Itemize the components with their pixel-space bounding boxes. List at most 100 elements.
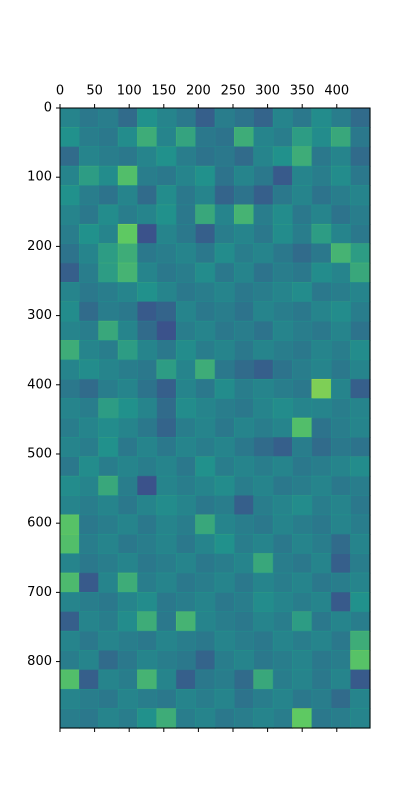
tile bbox=[234, 340, 255, 361]
tile bbox=[234, 146, 255, 167]
tile bbox=[59, 514, 80, 535]
tile bbox=[175, 320, 197, 342]
tile bbox=[253, 495, 274, 516]
tile bbox=[117, 146, 139, 167]
tile bbox=[253, 611, 274, 632]
tile bbox=[234, 185, 255, 206]
tile bbox=[59, 243, 80, 264]
tile bbox=[350, 495, 371, 516]
tile bbox=[350, 611, 371, 632]
tile bbox=[214, 107, 235, 128]
tile bbox=[272, 708, 294, 729]
tile bbox=[156, 223, 177, 245]
tile bbox=[292, 223, 313, 245]
tile bbox=[292, 650, 313, 671]
tile bbox=[98, 165, 119, 187]
tile bbox=[98, 320, 119, 342]
tile bbox=[175, 340, 197, 361]
tile bbox=[137, 514, 158, 535]
tile bbox=[234, 630, 255, 652]
tile bbox=[117, 185, 139, 206]
tile bbox=[311, 514, 332, 535]
tile bbox=[79, 398, 100, 419]
tile bbox=[253, 650, 274, 671]
tile bbox=[253, 514, 274, 535]
tile bbox=[156, 340, 177, 361]
tile bbox=[214, 553, 235, 574]
tile bbox=[175, 107, 197, 128]
tile bbox=[156, 398, 177, 419]
tile bbox=[311, 708, 332, 729]
tile bbox=[175, 688, 197, 710]
tile bbox=[117, 165, 139, 187]
tile bbox=[79, 495, 100, 516]
tile bbox=[195, 282, 216, 303]
tile bbox=[350, 688, 371, 710]
tile bbox=[137, 378, 158, 400]
tile bbox=[272, 107, 294, 128]
tile bbox=[234, 127, 255, 148]
tile bbox=[311, 669, 332, 690]
tile bbox=[292, 533, 313, 555]
y-tick-label: 400 bbox=[27, 377, 52, 392]
tile bbox=[350, 127, 371, 148]
tile bbox=[350, 320, 371, 342]
tile bbox=[59, 204, 80, 225]
tile bbox=[156, 262, 177, 283]
tile bbox=[311, 243, 332, 264]
tile bbox=[175, 708, 197, 729]
tile bbox=[253, 223, 274, 245]
tile bbox=[292, 320, 313, 342]
tile bbox=[137, 223, 158, 245]
tile bbox=[195, 592, 216, 613]
tile bbox=[234, 320, 255, 342]
tile bbox=[311, 301, 332, 322]
tile bbox=[59, 688, 80, 710]
tile bbox=[195, 359, 216, 380]
tile bbox=[137, 475, 158, 497]
tile bbox=[117, 417, 139, 438]
tile bbox=[79, 437, 100, 458]
tile bbox=[137, 553, 158, 574]
tile bbox=[311, 456, 332, 477]
tile bbox=[117, 398, 139, 419]
tile bbox=[156, 204, 177, 225]
tile bbox=[156, 127, 177, 148]
tile bbox=[59, 127, 80, 148]
tile bbox=[350, 359, 371, 380]
tile bbox=[253, 456, 274, 477]
tile bbox=[79, 359, 100, 380]
tile bbox=[117, 572, 139, 593]
tile bbox=[117, 514, 139, 535]
tile bbox=[175, 165, 197, 187]
tile bbox=[311, 204, 332, 225]
tile bbox=[292, 146, 313, 167]
tile bbox=[234, 669, 255, 690]
tile bbox=[234, 107, 255, 128]
tile bbox=[292, 592, 313, 613]
tile bbox=[59, 262, 80, 283]
x-tick-label: 150 bbox=[151, 84, 176, 99]
tile bbox=[214, 301, 235, 322]
tile bbox=[59, 456, 80, 477]
tile bbox=[117, 301, 139, 322]
tile bbox=[98, 495, 119, 516]
tile bbox=[175, 592, 197, 613]
tile bbox=[98, 243, 119, 264]
tile bbox=[330, 107, 352, 128]
tile bbox=[98, 262, 119, 283]
tile bbox=[330, 514, 352, 535]
tile bbox=[117, 223, 139, 245]
tile bbox=[234, 243, 255, 264]
tile bbox=[253, 146, 274, 167]
tile bbox=[253, 204, 274, 225]
tile bbox=[59, 669, 80, 690]
tile bbox=[272, 630, 294, 652]
tile bbox=[214, 204, 235, 225]
tile bbox=[98, 185, 119, 206]
tile bbox=[137, 650, 158, 671]
tile bbox=[214, 688, 235, 710]
tile bbox=[350, 146, 371, 167]
tile bbox=[59, 533, 80, 555]
